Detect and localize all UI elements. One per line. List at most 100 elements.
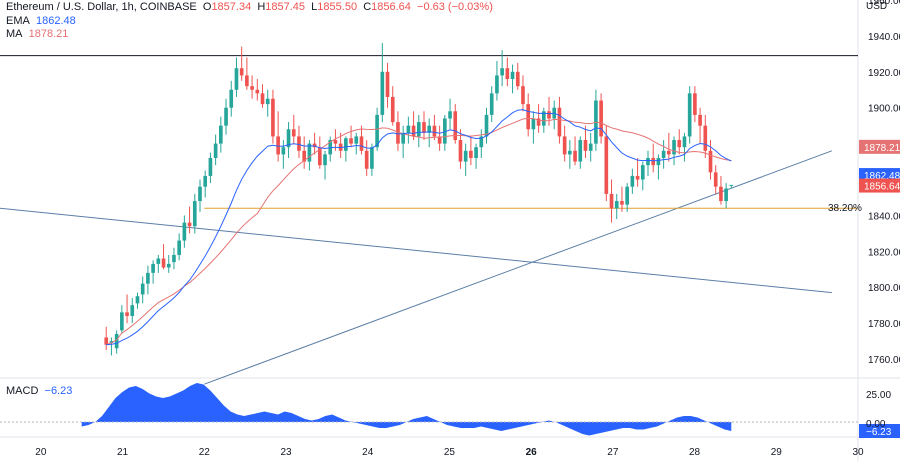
time-tick-label: 20 — [35, 447, 47, 458]
currency-label: USD — [866, 1, 887, 12]
candle-body — [166, 263, 171, 268]
candle-body — [135, 296, 140, 304]
ohlc-low-key: L — [311, 1, 318, 13]
candle-body — [562, 136, 567, 155]
candle-body — [583, 140, 588, 151]
candle-body — [427, 125, 432, 133]
time-tick-label: 21 — [117, 447, 129, 458]
candle-body — [724, 188, 728, 202]
candle-body — [703, 125, 708, 151]
ema-line — [106, 109, 732, 346]
ohlc-open-key: O — [202, 1, 212, 13]
candle-body — [364, 150, 369, 169]
candle-body — [635, 175, 640, 180]
candle-body — [390, 96, 395, 123]
candle-body — [312, 143, 317, 148]
candle-body — [651, 157, 656, 166]
time-tick-label: 22 — [199, 447, 211, 458]
candle-body — [172, 254, 176, 263]
candle-body — [515, 71, 520, 87]
candle-body — [161, 258, 166, 268]
candle-body — [713, 172, 718, 187]
candle-body — [213, 143, 218, 158]
candle-body — [307, 143, 312, 162]
time-tick-label: 26 — [526, 447, 538, 458]
candle-body — [463, 150, 468, 162]
candle-body — [661, 150, 666, 158]
candle-body — [656, 157, 661, 166]
candle-body — [578, 140, 583, 162]
time-tick-label: 23 — [280, 447, 292, 458]
ma-price-badge: 1878.21 — [864, 143, 900, 154]
candle-body — [130, 305, 135, 316]
candle-body — [719, 186, 723, 202]
candle-body — [333, 140, 338, 144]
candle-body — [245, 75, 249, 87]
macd-label: MACD — [6, 385, 39, 397]
candle-body — [302, 150, 307, 162]
price-tick-label: 1920.00 — [868, 68, 900, 79]
candle-body — [495, 75, 499, 94]
candle-body — [192, 201, 197, 227]
candle-body — [297, 136, 301, 151]
candle-body — [109, 341, 114, 343]
candle-body — [443, 118, 447, 144]
ma-price-badge-bg — [859, 139, 900, 154]
candle-body — [568, 150, 572, 155]
candle-body — [104, 337, 109, 345]
ma-legend: MA 1878.21 — [6, 27, 68, 41]
candle-body — [693, 93, 697, 115]
candle-body — [370, 147, 374, 169]
candle-body — [625, 186, 629, 205]
macd-area — [81, 383, 732, 436]
price-tick-label: 1820.00 — [868, 247, 900, 258]
candle-body — [698, 114, 702, 126]
time-tick-label: 25 — [444, 447, 456, 458]
ohlc-low: 1855.50 — [317, 1, 358, 13]
candle-body — [208, 157, 213, 176]
candle-body — [229, 89, 234, 108]
candle-body — [203, 175, 208, 187]
candle-body — [448, 111, 452, 119]
candle-body — [604, 136, 609, 194]
macd-badge: −6.23 — [866, 427, 892, 438]
ma-line — [106, 117, 732, 346]
candle-body — [437, 136, 442, 144]
candle-body — [260, 93, 265, 105]
candle-body — [729, 184, 734, 186]
ohlc-high: 1857.45 — [265, 1, 306, 13]
candle-body — [547, 111, 551, 119]
indicator-lines — [106, 109, 732, 346]
candle-body — [411, 125, 416, 137]
ohlc-change: −0.63 (−0.03%) — [417, 1, 493, 13]
candle-body — [281, 147, 286, 155]
candle-body — [640, 165, 645, 180]
price-tick-label: 1900.00 — [868, 104, 900, 115]
candle-body — [317, 147, 322, 166]
ohlc-close: 1856.64 — [371, 1, 411, 13]
candle-body — [672, 140, 676, 155]
price-tick-label: 1760.00 — [868, 355, 900, 366]
candle-body — [354, 136, 359, 144]
macd-tick-0: 0.00 — [866, 419, 886, 430]
candle-body — [526, 104, 531, 130]
candle-body — [234, 68, 239, 90]
candle-body — [276, 136, 280, 155]
candle-body — [156, 258, 161, 264]
candle-body — [182, 222, 187, 241]
candle-body — [667, 150, 671, 155]
candle-body — [151, 263, 155, 273]
candle-body — [609, 193, 614, 209]
candle-body — [416, 122, 421, 137]
candle-body — [255, 89, 260, 94]
candle-body — [479, 136, 484, 148]
ohlc-high-key: H — [257, 1, 266, 13]
ohlc-close-key: C — [363, 1, 372, 13]
macd-tick-25: 25.00 — [866, 390, 891, 401]
candle-body — [682, 136, 687, 148]
candle-body — [677, 140, 682, 148]
ohlc-open: 1857.34 — [211, 1, 252, 13]
candle-body — [125, 312, 129, 316]
